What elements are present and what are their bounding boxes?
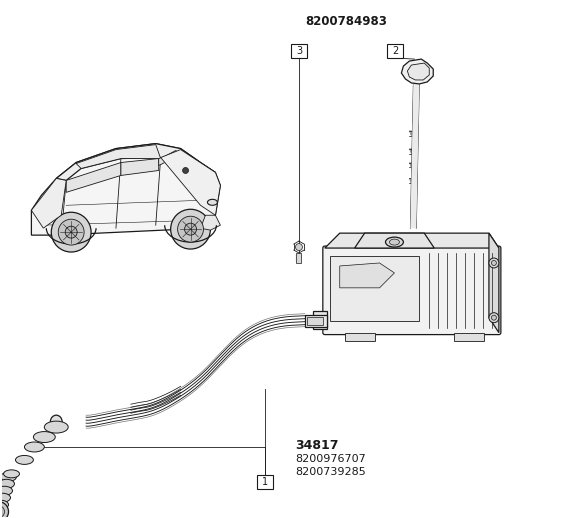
Bar: [313, 311, 327, 328]
Ellipse shape: [3, 470, 19, 478]
Text: 2: 2: [392, 46, 399, 56]
Polygon shape: [31, 178, 66, 228]
Polygon shape: [489, 233, 499, 333]
Text: 3: 3: [296, 46, 302, 56]
Circle shape: [184, 223, 197, 235]
Circle shape: [58, 219, 84, 245]
Polygon shape: [121, 159, 159, 176]
Bar: [257, 475, 273, 489]
Polygon shape: [56, 143, 215, 180]
Circle shape: [171, 209, 211, 249]
Polygon shape: [340, 263, 395, 288]
Text: 34817: 34817: [295, 439, 339, 452]
Ellipse shape: [0, 479, 15, 488]
Ellipse shape: [16, 455, 33, 465]
Text: 8200739285: 8200739285: [295, 467, 365, 477]
Ellipse shape: [389, 239, 399, 245]
Text: 1: 1: [262, 477, 268, 487]
Circle shape: [489, 258, 499, 268]
Bar: [291, 44, 307, 58]
Circle shape: [489, 313, 499, 323]
Circle shape: [491, 261, 496, 265]
Polygon shape: [161, 150, 221, 215]
Ellipse shape: [0, 486, 12, 495]
Ellipse shape: [24, 442, 44, 452]
Polygon shape: [66, 163, 121, 192]
Ellipse shape: [385, 237, 403, 247]
Ellipse shape: [207, 199, 218, 205]
Circle shape: [65, 226, 77, 238]
Text: 8200976707: 8200976707: [295, 454, 365, 464]
Ellipse shape: [44, 421, 68, 433]
Polygon shape: [402, 59, 433, 84]
Polygon shape: [161, 151, 211, 178]
Polygon shape: [407, 63, 430, 80]
Circle shape: [183, 167, 189, 174]
Circle shape: [316, 315, 324, 324]
Text: 8200784983: 8200784983: [305, 16, 387, 28]
Bar: [307, 316, 323, 325]
Polygon shape: [325, 233, 499, 248]
Bar: [296, 253, 301, 263]
Ellipse shape: [33, 431, 55, 442]
Circle shape: [0, 506, 5, 517]
Ellipse shape: [0, 500, 9, 509]
Circle shape: [0, 502, 9, 518]
Polygon shape: [31, 143, 221, 235]
Bar: [345, 333, 375, 340]
Bar: [305, 315, 327, 327]
Bar: [388, 44, 403, 58]
Polygon shape: [354, 233, 434, 248]
Polygon shape: [159, 153, 179, 166]
Circle shape: [178, 216, 204, 242]
Polygon shape: [200, 215, 221, 230]
Ellipse shape: [50, 415, 62, 429]
Ellipse shape: [0, 493, 10, 502]
Ellipse shape: [1, 472, 16, 481]
Polygon shape: [410, 84, 419, 228]
Circle shape: [491, 315, 496, 320]
FancyBboxPatch shape: [323, 246, 501, 335]
Polygon shape: [76, 145, 161, 168]
Circle shape: [51, 212, 91, 252]
Bar: [330, 256, 419, 321]
Circle shape: [296, 243, 303, 251]
Bar: [454, 333, 484, 340]
